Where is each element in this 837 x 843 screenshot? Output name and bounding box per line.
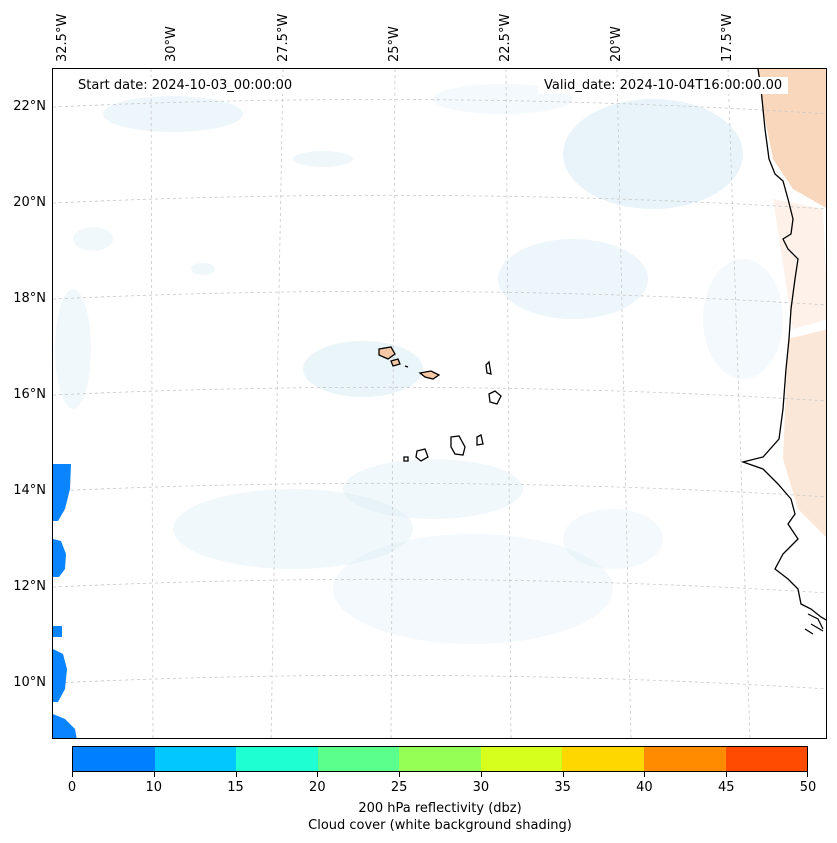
colorbar-tick-label: 30 xyxy=(472,780,490,795)
colorbar-tick-label: 35 xyxy=(554,780,571,795)
colorbar-title: 200 hPa reflectivity (dbz) xyxy=(358,801,522,816)
colorbar-tick xyxy=(153,772,155,777)
colorbar-segment xyxy=(73,747,155,771)
colorbar-tick-label: 40 xyxy=(636,780,653,795)
colorbar-tick xyxy=(480,772,482,777)
latitude-label: 16°N xyxy=(13,387,46,402)
cloud-cover-shading xyxy=(55,84,783,644)
longitude-label: 32.5°W xyxy=(55,13,70,62)
map-canvas xyxy=(53,69,826,738)
land-warm-shading xyxy=(758,69,826,537)
latitude-label: 14°N xyxy=(13,483,46,498)
colorbar-tick xyxy=(644,772,646,777)
cape-verde-islands xyxy=(378,346,502,462)
colorbar-segment xyxy=(643,747,726,771)
latitude-label: 22°N xyxy=(13,99,46,114)
colorbar-segment xyxy=(562,747,644,771)
colorbar-tick-label: 0 xyxy=(67,780,77,795)
colorbar-segment xyxy=(154,747,237,771)
coastline-islands xyxy=(804,613,824,635)
colorbar-tick xyxy=(235,772,237,777)
colorbar-segment xyxy=(236,747,318,771)
colorbar-segment xyxy=(317,747,400,771)
colorbar-subtitle: Cloud cover (white background shading) xyxy=(308,818,572,833)
valid-date-label: Valid_date: 2024-10-04T16:00:00.00 xyxy=(538,77,789,94)
latitude-label: 18°N xyxy=(13,291,46,306)
colorbar-tick-label: 20 xyxy=(309,780,326,795)
colorbar xyxy=(72,746,808,772)
latitude-label: 10°N xyxy=(13,675,46,690)
colorbar-tick xyxy=(726,772,728,777)
colorbar-tick-label: 50 xyxy=(799,780,817,795)
colorbar-segment xyxy=(480,747,563,771)
colorbar-tick xyxy=(807,772,808,777)
colorbar-segment xyxy=(725,747,808,771)
longitude-label: 30°W xyxy=(164,26,179,62)
colorbar-tick xyxy=(399,772,401,777)
colorbar-tick xyxy=(562,772,564,777)
colorbar-tick-label: 25 xyxy=(390,780,408,795)
longitude-label: 20°W xyxy=(609,26,624,62)
colorbar-tick-label: 15 xyxy=(227,780,244,795)
longitude-label: 25°W xyxy=(387,26,402,62)
colorbar-tick-label: 10 xyxy=(145,780,163,795)
longitude-label: 17.5°W xyxy=(720,13,735,62)
map-panel xyxy=(52,68,827,739)
colorbar-tick xyxy=(72,772,73,777)
longitude-label: 22.5°W xyxy=(498,13,513,62)
colorbar-tick-label: 45 xyxy=(717,780,735,795)
start-date-label: Start date: 2024-10-03_00:00:00 xyxy=(72,77,299,94)
colorbar-segment xyxy=(399,747,481,771)
colorbar-tick xyxy=(317,772,319,777)
latitude-label: 20°N xyxy=(13,195,46,210)
longitude-label: 27.5°W xyxy=(276,13,291,62)
graticule xyxy=(53,69,826,738)
reflectivity-cells xyxy=(53,464,77,738)
africa-coastline xyxy=(740,69,826,621)
latitude-label: 12°N xyxy=(13,579,46,594)
